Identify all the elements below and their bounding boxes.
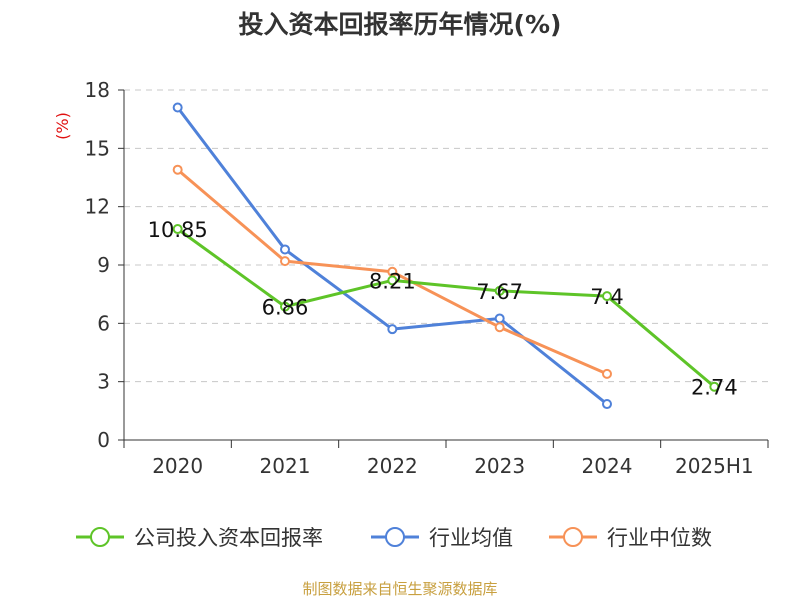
data-point-s0-2020[interactable] — [172, 224, 183, 235]
y-tick-label-3: 3 — [97, 370, 110, 394]
data-label-2022: 8.21 — [369, 269, 416, 293]
legend-label: 行业均值 — [429, 526, 513, 550]
legend-swatch-marker — [90, 527, 110, 547]
data-point-s1-2023[interactable] — [494, 313, 505, 324]
x-tick-label-2024: 2024 — [582, 454, 633, 478]
y-tick-label-6: 6 — [97, 311, 110, 335]
y-axis-unit-label: (%) — [53, 112, 72, 140]
data-point-s0-2023[interactable] — [494, 285, 505, 296]
legend-item-2[interactable]: 行业中位数 — [549, 526, 712, 550]
x-tick-label-2020: 2020 — [152, 454, 203, 478]
data-point-s1-2021[interactable] — [280, 244, 290, 255]
data-label-2025H1: 2.74 — [691, 376, 738, 400]
data-labels: 10.85 6.86 8.21 7.67 7.4 2.74 — [148, 218, 738, 400]
data-point-s0-2021[interactable] — [280, 301, 290, 312]
y-tick-label-0: 0 — [97, 428, 110, 452]
y-tick-label-15: 15 — [85, 136, 110, 160]
data-label-2021: 6.86 — [262, 296, 309, 320]
data-point-s0-2022[interactable] — [387, 275, 398, 286]
legend-swatch-marker — [563, 527, 583, 547]
data-label-2024: 7.4 — [590, 285, 623, 309]
data-point-s0-2024[interactable] — [602, 291, 612, 302]
x-tick-label-2022: 2022 — [367, 454, 418, 478]
legend-label: 行业中位数 — [607, 526, 712, 550]
series-lines — [172, 102, 720, 410]
legend-item-0[interactable]: 公司投入资本回报率 — [76, 526, 323, 550]
series-line-0 — [176, 227, 716, 388]
series-line-1 — [176, 106, 608, 406]
legend-item-1[interactable]: 行业均值 — [371, 526, 513, 550]
x-tick-label-2021: 2021 — [260, 454, 311, 478]
x-tick-label-2023: 2023 — [474, 454, 525, 478]
data-label-2020: 10.85 — [148, 218, 208, 242]
data-source-note: 制图数据来自恒生聚源数据库 — [302, 580, 497, 598]
chart-title: 投入资本回报率历年情况(%) — [239, 10, 562, 39]
data-label-2023: 7.67 — [476, 280, 523, 304]
legend-swatch-marker — [385, 527, 405, 547]
data-point-s2-2023[interactable] — [494, 322, 505, 333]
data-point-s2-2024[interactable] — [602, 368, 612, 379]
legend-label: 公司投入资本回报率 — [134, 526, 323, 550]
data-point-s2-2021[interactable] — [280, 256, 290, 267]
data-point-s2-2020[interactable] — [172, 164, 183, 175]
grid-lines — [124, 89, 768, 383]
y-tick-label-12: 12 — [85, 195, 110, 219]
y-tick-label-9: 9 — [97, 253, 110, 277]
data-point-s0-2025H1[interactable] — [709, 381, 720, 392]
data-point-s1-2020[interactable] — [172, 102, 183, 113]
y-tick-label-18: 18 — [85, 78, 110, 102]
legend[interactable]: 公司投入资本回报率 行业均值 行业中位数 — [76, 526, 712, 550]
axes: 0 3 6 9 12 15 18 2020 2021 2022 2023 2024 2025H1 — [85, 78, 769, 478]
data-point-s1-2022[interactable] — [387, 324, 398, 335]
data-point-s1-2024[interactable] — [602, 399, 612, 410]
x-tick-label-2025H1: 2025H1 — [675, 454, 754, 478]
